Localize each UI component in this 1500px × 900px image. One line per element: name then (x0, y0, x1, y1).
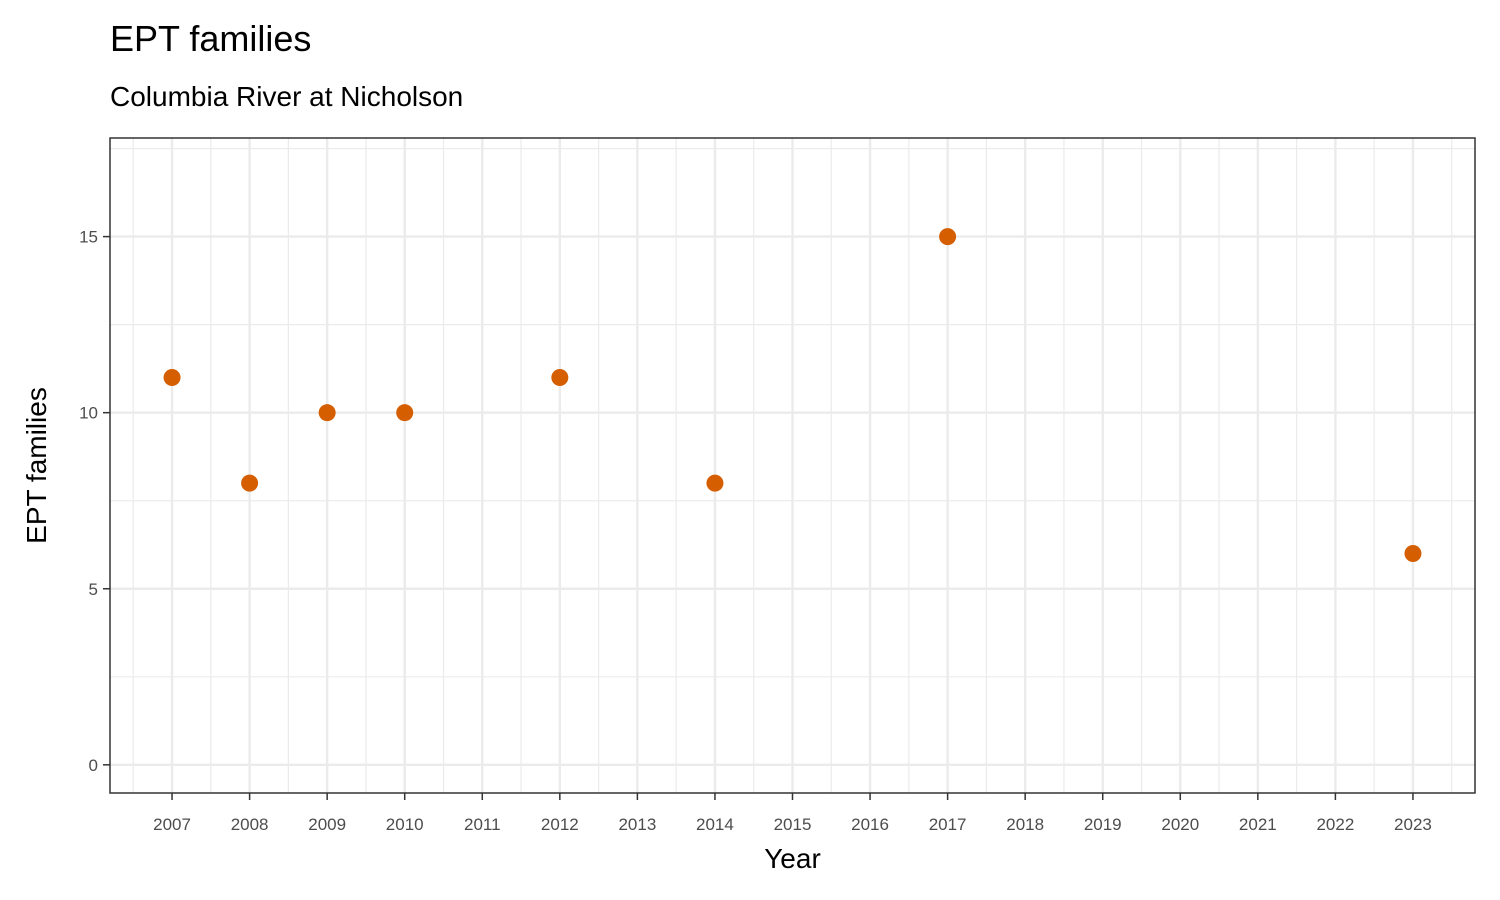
x-tick-label: 2007 (153, 815, 191, 834)
chart-title: EPT families (110, 18, 312, 59)
data-point (939, 228, 957, 246)
data-point (396, 404, 414, 422)
y-axis: 0 5 10 15 (79, 228, 110, 775)
x-axis: 2007 2008 2009 2010 2011 2012 2013 2014 2015 2016… (153, 793, 1432, 834)
data-point (241, 474, 259, 492)
x-tick-label: 2012 (541, 815, 579, 834)
data-point (1404, 545, 1422, 563)
y-tick-label: 15 (79, 228, 98, 247)
x-tick-label: 2023 (1394, 815, 1432, 834)
data-point (551, 368, 569, 386)
x-tick-label: 2017 (929, 815, 967, 834)
y-tick-label: 10 (79, 404, 98, 423)
data-point (706, 474, 724, 492)
y-tick-label: 5 (89, 580, 98, 599)
x-tick-label: 2020 (1161, 815, 1199, 834)
data-point (318, 404, 336, 422)
x-tick-label: 2009 (308, 815, 346, 834)
x-axis-title: Year (764, 843, 821, 874)
major-gridlines (110, 138, 1475, 793)
x-tick-label: 2014 (696, 815, 734, 834)
data-points (163, 228, 1422, 563)
x-tick-label: 2010 (386, 815, 424, 834)
x-tick-label: 2018 (1006, 815, 1044, 834)
x-tick-label: 2016 (851, 815, 889, 834)
chart-subtitle: Columbia River at Nicholson (110, 81, 464, 112)
x-tick-label: 2019 (1084, 815, 1122, 834)
x-tick-label: 2015 (774, 815, 812, 834)
x-tick-label: 2022 (1316, 815, 1354, 834)
x-tick-label: 2011 (464, 815, 501, 834)
x-tick-label: 2013 (618, 815, 656, 834)
y-axis-title: EPT families (21, 387, 52, 544)
x-tick-label: 2021 (1239, 815, 1277, 834)
data-point (163, 368, 181, 386)
x-tick-label: 2008 (231, 815, 269, 834)
y-tick-label: 0 (89, 756, 98, 775)
